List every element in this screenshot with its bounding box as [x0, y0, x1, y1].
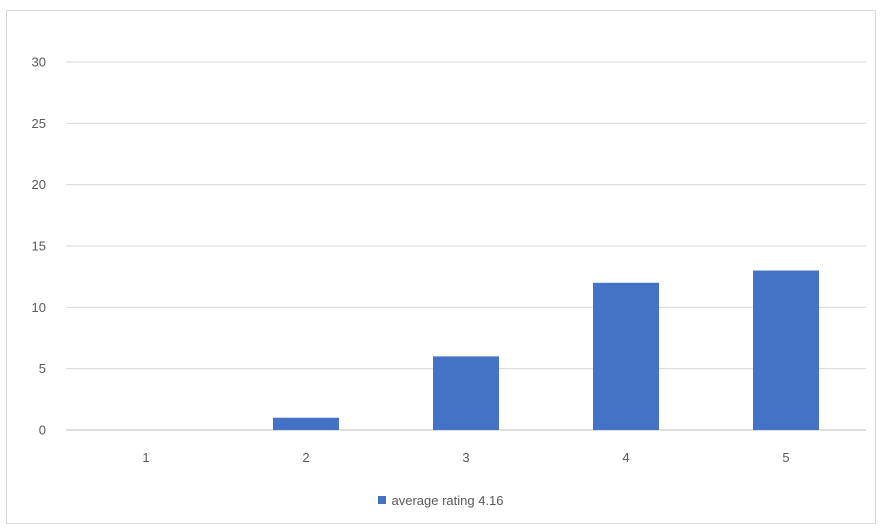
- bar: [273, 417, 339, 430]
- y-tick-label: 0: [39, 423, 46, 438]
- y-tick-label: 5: [39, 361, 46, 376]
- y-axis-tick-labels: 0 5 10 15 20 25 30: [32, 55, 46, 438]
- bar-series: [273, 270, 819, 430]
- x-tick-label: 5: [782, 450, 789, 465]
- chart-area: [6, 10, 876, 524]
- y-tick-label: 25: [32, 116, 46, 131]
- x-tick-label: 4: [622, 450, 629, 465]
- bar: [433, 356, 499, 430]
- x-tick-label: 1: [142, 450, 149, 465]
- y-tick-label: 10: [32, 300, 46, 315]
- x-tick-label: 2: [302, 450, 309, 465]
- bar: [753, 270, 819, 430]
- x-tick-label: 3: [462, 450, 469, 465]
- x-axis-tick-labels: 1 2 3 4 5: [142, 450, 789, 465]
- y-tick-label: 30: [32, 55, 46, 70]
- legend-swatch: [378, 496, 387, 504]
- legend: average rating 4.16: [0, 490, 882, 510]
- legend-label: average rating 4.16: [391, 492, 504, 508]
- gridlines: [66, 61, 866, 370]
- y-tick-label: 20: [32, 177, 46, 192]
- y-tick-label: 15: [32, 239, 46, 254]
- bar: [593, 282, 659, 430]
